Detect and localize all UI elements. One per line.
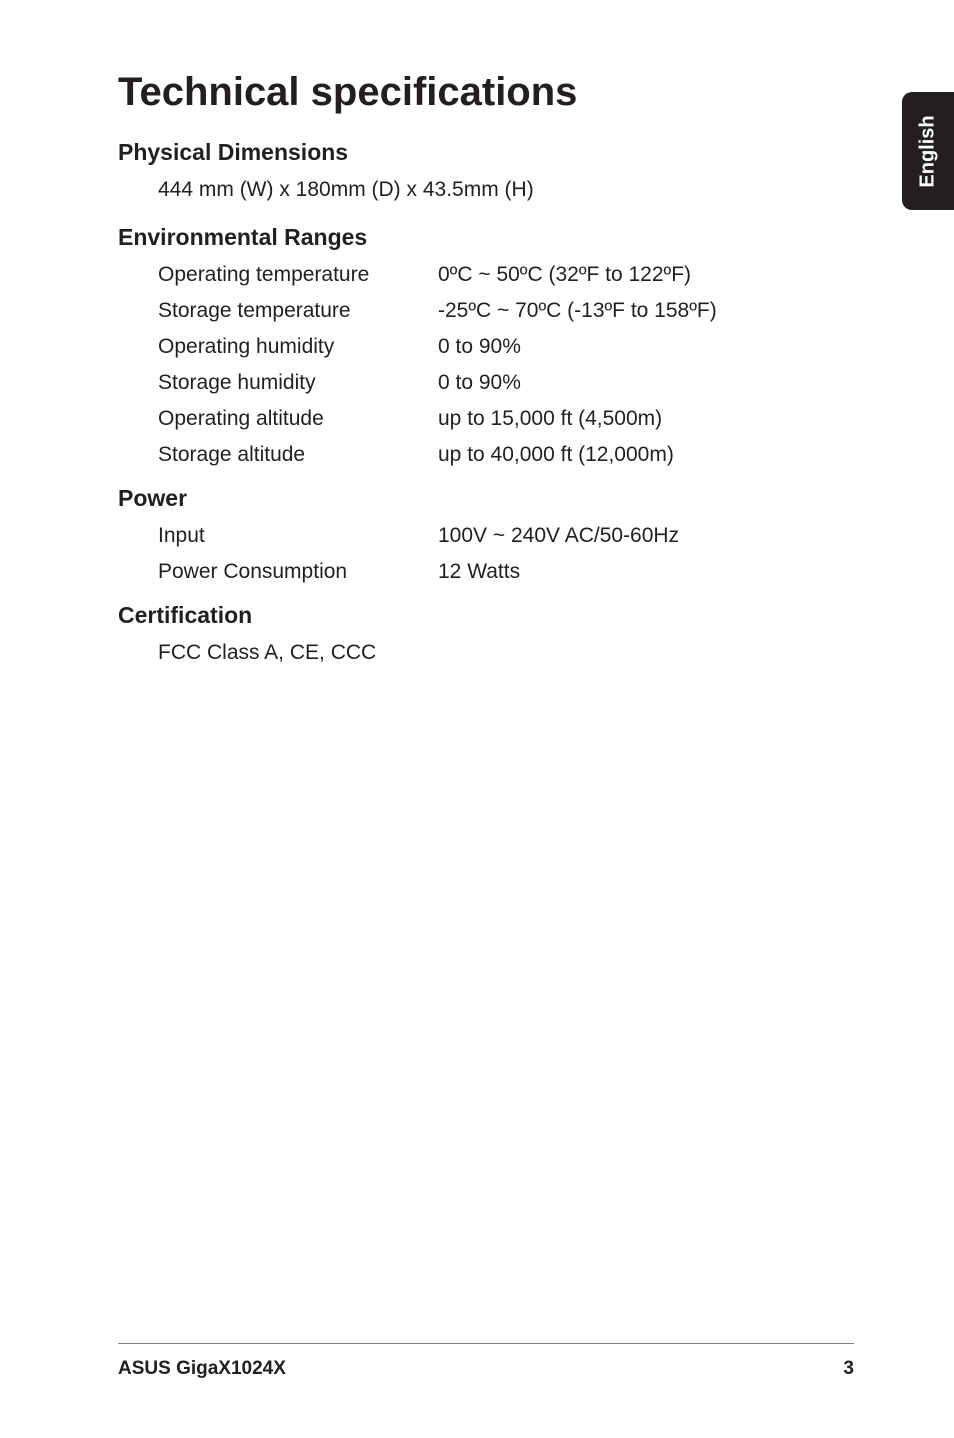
table-row: Input 100V ~ 240V AC/50-60Hz: [158, 524, 854, 548]
physical-dimensions-value: 444 mm (W) x 180mm (D) x 43.5mm (H): [158, 178, 854, 202]
spec-label: Storage humidity: [158, 371, 438, 395]
language-tab: English: [902, 92, 954, 210]
page-content: Technical specifications Physical Dimens…: [0, 0, 954, 665]
spec-label: Operating altitude: [158, 407, 438, 431]
spec-label: Storage temperature: [158, 299, 438, 323]
section-heading-physical: Physical Dimensions: [118, 139, 854, 166]
section-heading-power: Power: [118, 485, 854, 512]
spec-value: up to 40,000 ft (12,000m): [438, 443, 854, 467]
environmental-table: Operating temperature 0ºC ~ 50ºC (32ºF t…: [158, 263, 854, 467]
table-row: Storage temperature -25ºC ~ 70ºC (-13ºF …: [158, 299, 854, 323]
table-row: Storage altitude up to 40,000 ft (12,000…: [158, 443, 854, 467]
spec-label: Operating temperature: [158, 263, 438, 287]
table-row: Power Consumption 12 Watts: [158, 560, 854, 584]
language-tab-label: English: [917, 115, 940, 187]
power-table: Input 100V ~ 240V AC/50-60Hz Power Consu…: [158, 524, 854, 584]
footer-page-number: 3: [843, 1358, 854, 1380]
spec-value: 0ºC ~ 50ºC (32ºF to 122ºF): [438, 263, 854, 287]
table-row: Operating temperature 0ºC ~ 50ºC (32ºF t…: [158, 263, 854, 287]
certification-value: FCC Class A, CE, CCC: [158, 641, 854, 665]
table-row: Operating altitude up to 15,000 ft (4,50…: [158, 407, 854, 431]
spec-label: Power Consumption: [158, 560, 438, 584]
spec-value: -25ºC ~ 70ºC (-13ºF to 158ºF): [438, 299, 854, 323]
footer-divider: [118, 1343, 854, 1344]
spec-label: Storage altitude: [158, 443, 438, 467]
spec-label: Input: [158, 524, 438, 548]
footer-product-name: ASUS GigaX1024X: [118, 1358, 286, 1380]
section-heading-environmental: Environmental Ranges: [118, 224, 854, 251]
section-heading-certification: Certification: [118, 602, 854, 629]
spec-value: 0 to 90%: [438, 371, 854, 395]
spec-value: 0 to 90%: [438, 335, 854, 359]
spec-value: 12 Watts: [438, 560, 854, 584]
spec-label: Operating humidity: [158, 335, 438, 359]
table-row: Operating humidity 0 to 90%: [158, 335, 854, 359]
spec-value: up to 15,000 ft (4,500m): [438, 407, 854, 431]
page-title: Technical specifications: [118, 70, 854, 115]
table-row: Storage humidity 0 to 90%: [158, 371, 854, 395]
page-footer: ASUS GigaX1024X 3: [0, 1343, 954, 1380]
spec-value: 100V ~ 240V AC/50-60Hz: [438, 524, 854, 548]
